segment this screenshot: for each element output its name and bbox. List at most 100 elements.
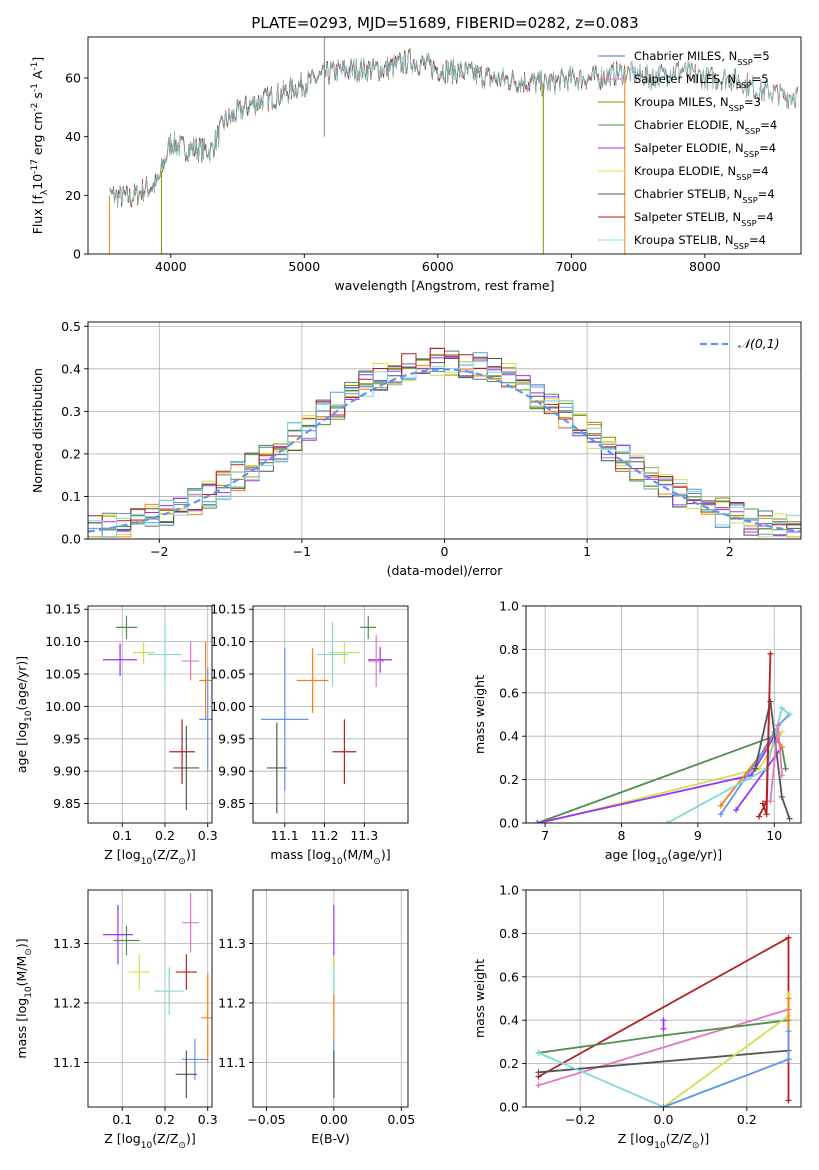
y-tick-label: 0.4 <box>499 729 519 744</box>
y-tick-label: 0.8 <box>499 642 519 657</box>
mass-weight-marker <box>778 728 785 735</box>
spectrum-line <box>109 50 799 206</box>
x-tick-label: 8 <box>618 828 626 843</box>
x-tick-label: 11.3 <box>350 828 378 843</box>
errorbar-point <box>132 640 155 665</box>
errorbar-point <box>169 719 195 785</box>
legend-label: Chabrier STELIB, NSSP=4 <box>634 187 775 205</box>
y-tick-label: 10.15 <box>210 602 246 617</box>
legend-label: Kroupa ELODIE, NSSP=4 <box>634 164 769 182</box>
errorbar-point <box>360 615 377 640</box>
x-tick-label: 11.2 <box>311 828 339 843</box>
x-tick-label: 0.1 <box>112 1112 132 1127</box>
mass-weight-marker <box>660 1025 667 1032</box>
normal-reference-curve <box>88 368 801 533</box>
y-tick-label: 10.10 <box>210 634 246 649</box>
histogram-step <box>88 356 801 536</box>
x-tick-label: 0.2 <box>155 1112 175 1127</box>
mass-weight-marker <box>535 1082 542 1089</box>
y-tick-label: 11.2 <box>53 995 81 1010</box>
x-tick-label: −2 <box>150 544 168 559</box>
errorbar-point <box>175 1050 198 1099</box>
errorbar-point <box>368 635 385 687</box>
y-tick-label: 0.1 <box>61 489 81 504</box>
mass-weight-marker <box>660 1032 667 1039</box>
panel-residuals: −2 −1 0 1 2 0.0 0.1 0.2 0.3 0.4 0.5 (data-model)/er… <box>30 319 802 578</box>
y-tick-label: 0.2 <box>61 446 81 461</box>
legend-label: 𝒩(0,1) <box>738 336 780 351</box>
legend-label: Salpeter MILES, NSSP=5 <box>634 72 769 90</box>
mass-weight-marker <box>660 1104 667 1107</box>
legend-label: Chabrier ELODIE, NSSP=4 <box>634 118 777 136</box>
mass-weight-marker <box>717 811 724 818</box>
plot-area-massweight-vs-age <box>534 650 793 823</box>
x-tick-label: 10 <box>766 828 782 843</box>
y-tick-label: 10.05 <box>210 667 246 682</box>
y-tick-label: 0.6 <box>499 685 519 700</box>
axes-frame <box>87 605 213 824</box>
y-tick-label: 11.3 <box>218 936 246 951</box>
legend-label: Chabrier MILES, NSSP=5 <box>634 49 770 67</box>
x-tick-label: 0.2 <box>737 1112 757 1127</box>
y-tick-label: 9.95 <box>53 731 81 746</box>
y-tick-label: 0.2 <box>499 1056 519 1071</box>
errorbar-point <box>102 643 138 676</box>
y-tick-label: 11.1 <box>53 1055 81 1070</box>
errorbar-point <box>173 725 200 811</box>
panel-massweight-vs-Z: −0.2 0.0 0.2 0.0 0.2 0.4 0.6 0.8 1.0 Z [log10(Z/Z… <box>472 883 802 1151</box>
panel-age-vs-Z: 0.1 0.2 0.3 9.85 9.90 9.95 10.00 10.05 10.10 10.1… <box>14 602 218 867</box>
plot-area-massweight-vs-Z <box>535 934 792 1107</box>
mass-weight-marker <box>786 711 793 718</box>
x-axis-label: mass [log10(M/M⊙)] <box>270 847 390 867</box>
y-tick-label: 0.4 <box>499 1013 519 1028</box>
errorbar-point <box>260 648 309 791</box>
axes-frame <box>87 36 802 255</box>
legend-label: Salpeter STELIB, NSSP=4 <box>634 210 774 228</box>
y-tick-label: 11.3 <box>53 936 81 951</box>
y-tick-label: 60 <box>65 71 81 86</box>
x-tick-label: 11.1 <box>271 828 299 843</box>
x-tick-label: 0.05 <box>387 1112 415 1127</box>
panel-spectrum: 4000 5000 6000 7000 8000 0 20 40 60 wavelength [A… <box>30 36 802 293</box>
errorbar-point <box>266 722 287 814</box>
mass-weight-marker <box>785 1097 792 1104</box>
x-axis-label: wavelength [Angstrom, rest frame] <box>334 278 554 293</box>
plot-area-spectrum <box>108 37 799 254</box>
histogram-step <box>88 361 801 538</box>
y-tick-label: 10.15 <box>45 602 81 617</box>
mass-weight-line <box>538 1049 789 1074</box>
errorbar-point <box>115 615 138 640</box>
axes-frame <box>252 605 409 824</box>
y-axis-label: mass weight <box>472 675 487 754</box>
errorbar-point <box>154 967 185 1015</box>
y-tick-label: 0.0 <box>61 532 81 547</box>
x-tick-label: 0.3 <box>198 1112 218 1127</box>
y-tick-label: 0.2 <box>499 772 519 787</box>
mass-weight-marker <box>733 806 740 813</box>
mass-weight-line <box>758 653 772 817</box>
mass-weight-line <box>666 706 791 823</box>
panel-mass-vs-Z: 0.1 0.2 0.3 11.1 11.2 11.3 Z [log10(Z/Z⊙)] mass… <box>14 889 218 1151</box>
y-tick-label: 0.6 <box>499 969 519 984</box>
mass-weight-marker <box>759 800 766 807</box>
mass-weight-marker <box>752 765 759 772</box>
y-tick-label: 9.90 <box>53 764 81 779</box>
y-tick-label: 9.85 <box>218 796 246 811</box>
errorbar-point <box>199 667 212 772</box>
plot-area-age-vs-Z <box>102 615 212 811</box>
y-axis-label: mass weight <box>472 959 487 1038</box>
residuals-legend: 𝒩(0,1) <box>700 336 780 351</box>
histogram-step <box>88 360 801 538</box>
mass-weight-marker <box>782 765 789 772</box>
x-axis-label: (data-model)/error <box>387 563 504 578</box>
y-axis-label: Normed distribution <box>30 368 45 493</box>
x-tick-label: 9 <box>694 828 702 843</box>
errorbar-point <box>199 641 212 720</box>
y-axis-label: age [log10(age/yr)] <box>14 656 34 773</box>
y-axis-label: Flux [fλ10-17 erg cm-2 s-1 A-1] <box>30 57 50 235</box>
x-axis-label: Z [log10(Z/Z⊙)] <box>618 1131 709 1151</box>
mass-weight-marker <box>785 995 792 1002</box>
spectrum-line <box>157 48 545 181</box>
errorbar-point <box>182 641 200 681</box>
y-tick-label: 10.05 <box>45 667 81 682</box>
